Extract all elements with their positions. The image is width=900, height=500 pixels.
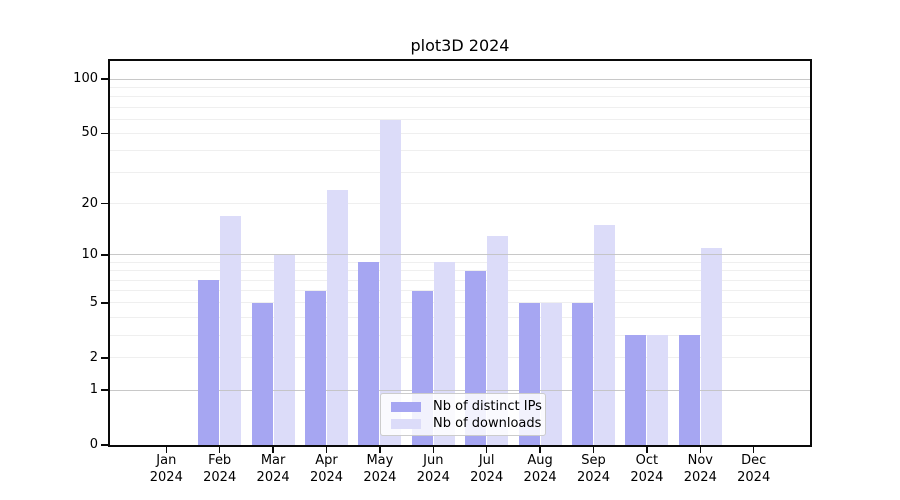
x-tick-label-jun: Jun 2024 bbox=[416, 453, 450, 485]
legend-entry-downloads: Nb of downloads bbox=[391, 415, 541, 432]
x-tick-label-jul: Jul 2024 bbox=[470, 453, 504, 485]
x-tick-feb bbox=[218, 447, 221, 453]
x-tick-sep bbox=[592, 447, 595, 453]
bar-downloads-sep bbox=[594, 225, 615, 445]
gridline-minor-8 bbox=[110, 270, 810, 272]
gridline-minor-7 bbox=[110, 279, 810, 281]
gridline-minor-2 bbox=[110, 357, 810, 359]
bar-ips-apr bbox=[305, 290, 326, 445]
gridline-minor-50 bbox=[110, 132, 810, 134]
legend-swatch-downloads bbox=[391, 418, 421, 429]
y-tick-label-5: 5 bbox=[89, 294, 98, 310]
x-tick-aug bbox=[539, 447, 541, 453]
y-tick-0 bbox=[101, 444, 108, 446]
x-tick-apr bbox=[325, 447, 328, 453]
x-tick-label-may: May 2024 bbox=[363, 453, 397, 485]
y-tick-50 bbox=[101, 132, 108, 135]
gridline-minor-60 bbox=[110, 118, 810, 120]
y-tick-20 bbox=[101, 202, 108, 205]
y-tick-label-1: 1 bbox=[89, 382, 98, 398]
gridline-minor-5 bbox=[110, 302, 810, 304]
bar-downloads-feb bbox=[220, 215, 242, 445]
x-tick-dec bbox=[752, 447, 755, 453]
x-tick-jan bbox=[165, 447, 168, 453]
x-tick-oct bbox=[646, 447, 648, 453]
legend-swatch-distinct-ips bbox=[391, 401, 421, 412]
x-tick-may bbox=[379, 447, 381, 453]
gridline-minor-6 bbox=[110, 290, 810, 292]
x-tick-jul bbox=[485, 447, 488, 453]
bar-ips-may bbox=[358, 262, 380, 445]
y-tick-label-50: 50 bbox=[81, 125, 98, 141]
y-tick-label-10: 10 bbox=[81, 246, 98, 262]
gridline-major-10 bbox=[110, 254, 810, 256]
x-tick-label-sep: Sep 2024 bbox=[576, 453, 611, 485]
x-tick-label-oct: Oct 2024 bbox=[630, 453, 664, 485]
gridline-minor-3 bbox=[110, 334, 810, 336]
x-tick-label-nov: Nov 2024 bbox=[683, 453, 717, 485]
gridline-minor-20 bbox=[110, 203, 810, 205]
gridline-minor-70 bbox=[110, 106, 810, 108]
bar-ips-oct bbox=[625, 335, 647, 445]
bar-ips-sep bbox=[572, 302, 593, 445]
bar-downloads-nov bbox=[700, 248, 722, 445]
gridline-minor-40 bbox=[110, 150, 810, 152]
y-tick-label-100: 100 bbox=[73, 71, 98, 87]
y-tick-label-2: 2 bbox=[89, 349, 98, 365]
y-tick-label-0: 0 bbox=[89, 437, 98, 452]
gridline-minor-80 bbox=[110, 96, 810, 98]
chart-title: plot3D 2024 bbox=[410, 36, 510, 55]
bar-downloads-may bbox=[380, 120, 402, 445]
y-tick-label-20: 20 bbox=[81, 195, 98, 211]
gridline-minor-90 bbox=[110, 86, 810, 88]
legend-label-downloads: Nb of downloads bbox=[433, 416, 542, 431]
x-tick-label-dec: Dec 2024 bbox=[737, 453, 771, 485]
gridline-major-100 bbox=[110, 78, 810, 80]
gridline-major-1 bbox=[110, 389, 810, 391]
legend: Nb of distinct IPs Nb of downloads bbox=[380, 393, 546, 436]
bar-downloads-mar bbox=[273, 254, 295, 445]
bar-downloads-apr bbox=[327, 189, 348, 445]
legend-entry-distinct-ips: Nb of distinct IPs bbox=[391, 398, 542, 415]
x-tick-label-mar: Mar 2024 bbox=[256, 453, 290, 485]
x-tick-label-aug: Aug 2024 bbox=[523, 453, 557, 485]
x-tick-jun bbox=[432, 447, 435, 453]
y-tick-100 bbox=[101, 78, 108, 80]
y-tick-1 bbox=[101, 389, 108, 391]
bar-ips-mar bbox=[251, 302, 273, 445]
plot-area bbox=[108, 59, 812, 447]
x-tick-label-jan: Jan 2024 bbox=[149, 453, 183, 485]
gridline-minor-9 bbox=[110, 261, 810, 263]
y-tick-5 bbox=[101, 302, 108, 304]
y-tick-10 bbox=[101, 254, 108, 256]
bar-ips-feb bbox=[198, 280, 220, 445]
x-tick-mar bbox=[272, 447, 274, 453]
gridline-minor-4 bbox=[110, 316, 810, 318]
y-tick-2 bbox=[101, 357, 108, 359]
x-tick-label-feb: Feb 2024 bbox=[203, 453, 237, 485]
gridline-minor-30 bbox=[110, 172, 810, 174]
legend-label-distinct-ips: Nb of distinct IPs bbox=[433, 399, 542, 414]
x-tick-label-apr: Apr 2024 bbox=[309, 453, 344, 485]
bar-downloads-jul bbox=[487, 235, 509, 445]
bar-ips-nov bbox=[678, 335, 700, 445]
x-tick-nov bbox=[699, 447, 702, 453]
